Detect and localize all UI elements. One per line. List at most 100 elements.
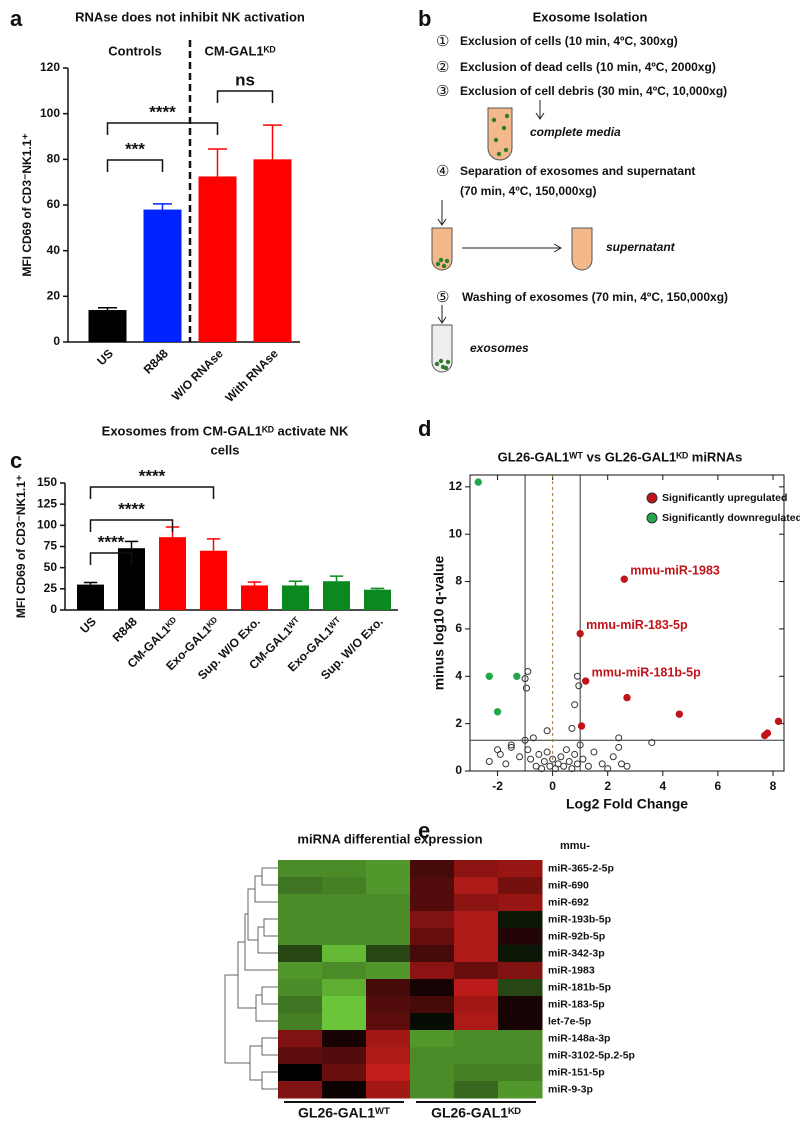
heatmap-cell — [322, 945, 367, 963]
step-text: (70 min, 4ºC, 150,000xg) — [460, 184, 596, 198]
data-point — [485, 672, 493, 680]
y-tick-label: 50 — [44, 560, 58, 574]
heatmap-cell — [366, 1064, 411, 1082]
y-axis-label: MFI CD69 of CD3⁻NK1.1⁺ — [20, 133, 34, 276]
significance-bracket — [216, 90, 274, 103]
x-tick-label: With RNAse — [222, 346, 281, 405]
heatmap-cell — [454, 962, 499, 980]
data-point — [507, 743, 515, 751]
heatmap-cell — [498, 945, 543, 963]
step-text: Exclusion of cell debris (30 min, 4ºC, 1… — [460, 84, 727, 98]
chart-title: miRNA differential expression — [297, 831, 482, 846]
heatmap-cell — [498, 1064, 543, 1082]
data-point — [571, 750, 579, 758]
heatmap-cell — [322, 911, 367, 929]
y-axis-label: minus log10 q-value — [431, 555, 447, 690]
heatmap-cell — [366, 996, 411, 1014]
heatmap-cell — [410, 1013, 455, 1031]
y-tick-label: 12 — [449, 479, 463, 493]
data-point — [538, 765, 546, 773]
row-label: miR-92b-5p — [548, 930, 605, 942]
legend-label: Significantly upregulated — [662, 492, 787, 504]
step-text: Separation of exosomes and supernatant — [460, 164, 695, 178]
heatmap-cell — [454, 945, 499, 963]
bar — [364, 589, 391, 610]
heatmap-cell — [278, 1064, 323, 1082]
heatmap-cell — [278, 996, 323, 1014]
significance-bracket — [106, 122, 219, 135]
row-label: miR-183-5p — [548, 998, 605, 1010]
data-point — [493, 708, 502, 716]
group-label: GL26-GAL1ᵂᵀ — [298, 1105, 390, 1121]
bar — [200, 550, 227, 610]
heatmap-cell — [498, 928, 543, 946]
x-tick-label: 8 — [770, 779, 777, 793]
data-point — [604, 765, 612, 773]
bar — [159, 537, 186, 610]
heatmap-cell — [278, 877, 323, 895]
significance-label: **** — [118, 499, 145, 518]
heatmap-cell — [498, 962, 543, 980]
heatmap-cell — [410, 1064, 455, 1082]
panel-letter: e — [418, 818, 430, 843]
data-point — [774, 717, 783, 725]
data-point — [590, 748, 598, 756]
chart-title: RNAse does not inhibit NK activation — [75, 9, 305, 24]
y-tick-label: 60 — [47, 197, 61, 211]
x-tick-label: 2 — [604, 779, 611, 793]
heatmap-cell — [410, 962, 455, 980]
data-point — [620, 575, 628, 583]
y-tick-label: 0 — [50, 602, 57, 616]
heatmap-cell — [322, 1030, 367, 1048]
data-point — [524, 746, 532, 754]
row-label: miR-9-3p — [548, 1083, 593, 1095]
group-label: GL26-GAL1ᴷᴰ — [431, 1105, 521, 1121]
heatmap-cell — [366, 1047, 411, 1065]
heatmap-cell — [366, 894, 411, 912]
heatmap-cell — [366, 1030, 411, 1048]
y-tick-label: 8 — [455, 574, 462, 588]
heatmap-cell — [410, 894, 455, 912]
data-point — [502, 760, 510, 768]
heatmap-cell — [454, 996, 499, 1014]
heatmap-cell — [322, 1064, 367, 1082]
x-tick-label: R848 — [110, 614, 140, 644]
tube-label: supernatant — [606, 240, 676, 254]
data-point — [540, 758, 548, 766]
significance-label: *** — [125, 139, 145, 158]
data-point — [562, 746, 570, 754]
row-label: miR-181b-5p — [548, 981, 611, 993]
step-text: Exclusion of dead cells (10 min, 4ºC, 20… — [460, 60, 716, 74]
heatmap-cell — [454, 1064, 499, 1082]
y-tick-label: 120 — [40, 60, 60, 74]
significance-bracket — [89, 519, 174, 532]
heatmap-cell — [366, 979, 411, 997]
x-tick-label: -2 — [492, 779, 503, 793]
step-text: Washing of exosomes (70 min, 4ºC, 150,00… — [462, 290, 728, 304]
row-label: miR-690 — [548, 879, 589, 891]
heatmap-cell — [278, 911, 323, 929]
data-point — [529, 734, 537, 742]
heatmap-cell — [278, 962, 323, 980]
plot-frame — [469, 474, 785, 772]
step-number: ④ — [436, 163, 449, 180]
panel-letter: a — [10, 6, 23, 31]
heatmap-cell — [322, 894, 367, 912]
heatmap-cell — [454, 1030, 499, 1048]
heatmap-cell — [454, 911, 499, 929]
data-point — [513, 672, 521, 680]
heatmap-cell — [366, 962, 411, 980]
heatmap-cell — [366, 911, 411, 929]
step-number: ③ — [436, 83, 449, 100]
heatmap-cell — [322, 877, 367, 895]
arrows — [437, 100, 563, 324]
group-label: Controls — [108, 43, 161, 58]
heatmap-cell — [498, 860, 543, 878]
data-point — [507, 741, 515, 749]
data-point — [623, 693, 631, 702]
dendrogram — [224, 867, 278, 1090]
y-tick-label: 100 — [37, 518, 57, 532]
data-point — [521, 736, 529, 744]
data-point — [576, 629, 584, 638]
